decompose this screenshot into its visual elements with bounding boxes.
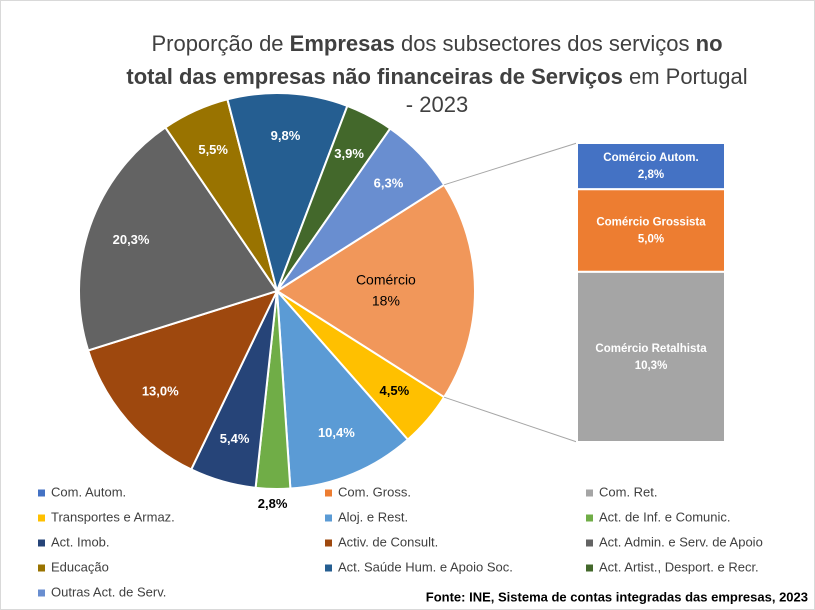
legend-marker <box>586 489 593 497</box>
legend-marker <box>38 589 45 597</box>
legend-label: Act. Artist., Desport. e Recr. <box>599 559 759 574</box>
chart-title: Proporção de Empresas dos subsectores do… <box>151 31 722 56</box>
legend-marker <box>325 514 332 522</box>
data-label: 6,3% <box>374 176 404 191</box>
title-run: Proporção de <box>151 31 289 56</box>
pie-slice <box>78 126 279 352</box>
connector <box>443 142 578 186</box>
legend-label: Com. Gross. <box>338 484 411 499</box>
data-label: 3,9% <box>334 146 364 161</box>
legend-label: Act. Saúde Hum. e Apoio Soc. <box>338 559 513 574</box>
bar-segment <box>576 270 726 443</box>
legend-label: Transportes e Armaz. <box>51 509 175 524</box>
source: Fonte: INE, Sistema de contas integradas… <box>426 589 808 604</box>
bar-segment <box>576 188 726 273</box>
bar-segment <box>576 142 726 191</box>
data-label: 2,8% <box>638 169 664 181</box>
connector <box>443 396 578 443</box>
legend-marker <box>586 539 593 547</box>
data-label: 4,5% <box>380 383 410 398</box>
legend-label: Outras Act. de Serv. <box>51 584 166 599</box>
data-label: 5,0% <box>638 234 664 246</box>
legend-marker <box>325 539 332 547</box>
legend-label: Educação <box>51 559 109 574</box>
title-run: Empresas <box>290 31 395 56</box>
chart-title: - 2023 <box>406 92 468 117</box>
legend-label: Act. Imob. <box>51 534 110 549</box>
bar-category: Comércio Retalhista <box>595 343 707 355</box>
legend-marker <box>38 514 45 522</box>
legend-label: Com. Autom. <box>51 484 126 499</box>
title-run: - 2023 <box>406 92 468 117</box>
bar-category: Comércio Grossista <box>596 217 706 229</box>
data-label: 2,8% <box>258 496 288 511</box>
legend-label: Com. Ret. <box>599 484 658 499</box>
title-run: total das empresas não financeiras de Se… <box>126 64 622 89</box>
data-label: 5,4% <box>220 431 250 446</box>
pie-slice <box>275 288 410 490</box>
legend-marker <box>325 489 332 497</box>
title-run: dos subsectores dos serviços <box>395 31 696 56</box>
title-run: no <box>696 31 723 56</box>
pie-slice <box>275 183 476 399</box>
chart-title: total das empresas não financeiras de Se… <box>126 64 747 89</box>
data-label: 9,8% <box>271 128 301 143</box>
data-label: 5,5% <box>198 142 228 157</box>
data-label: 13,0% <box>142 384 179 399</box>
slice-category: Comércio <box>356 272 416 288</box>
data-label: 10,4% <box>318 425 355 440</box>
legend-marker <box>38 489 45 497</box>
legend-label: Act. Admin. e Serv. de Apoio <box>599 534 763 549</box>
data-label: 18% <box>372 293 400 309</box>
legend-marker <box>586 514 593 522</box>
data-label: 10,3% <box>635 360 668 372</box>
legend-marker <box>325 564 332 572</box>
legend-label: Activ. de Consult. <box>338 534 438 549</box>
legend-marker <box>586 564 593 572</box>
pie-slice <box>276 127 446 292</box>
legend-label: Aloj. e Rest. <box>338 509 408 524</box>
legend-marker <box>38 564 45 572</box>
legend-marker <box>38 539 45 547</box>
pie-slice <box>226 92 349 295</box>
data-label: 20,3% <box>113 232 150 247</box>
bar-category: Comércio Autom. <box>603 152 698 164</box>
legend-label: Act. de Inf. e Comunic. <box>599 509 731 524</box>
title-run: em Portugal <box>623 64 748 89</box>
